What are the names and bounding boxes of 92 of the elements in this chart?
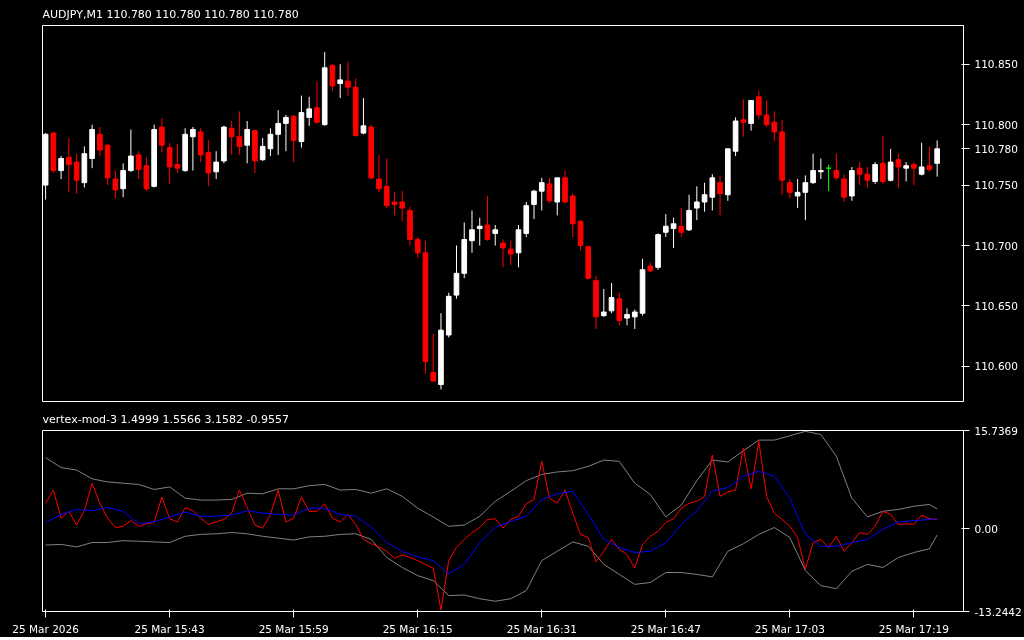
candlestick — [608, 282, 615, 314]
candlestick — [329, 63, 336, 92]
candlestick — [934, 139, 940, 178]
line-series — [45, 430, 938, 527]
candlestick — [802, 174, 809, 221]
y-tick-label: 110.600 — [974, 360, 1018, 373]
candlestick — [670, 217, 677, 249]
candlestick — [624, 307, 630, 326]
candlestick — [631, 309, 638, 330]
y-tick-label: 0.00 — [974, 522, 998, 535]
x-tick-label: 25 Mar 16:31 — [506, 622, 577, 635]
candlestick — [911, 161, 917, 186]
candlestick — [810, 153, 816, 185]
candlestick — [740, 98, 747, 138]
candlestick — [717, 174, 723, 216]
candlestick — [414, 236, 421, 259]
candlestick — [476, 217, 483, 247]
candlestick — [515, 224, 522, 268]
candlestick — [880, 135, 886, 185]
candlestick — [507, 240, 514, 266]
chart-title: vertex-mod-3 1.4999 1.5566 3.1582 -0.9557 — [42, 412, 289, 426]
candlestick — [538, 177, 545, 211]
candlestick — [818, 157, 824, 180]
candlestick — [453, 245, 460, 300]
y-tick-label: 15.7369 — [974, 424, 1018, 437]
candlestick — [360, 97, 367, 135]
chart-title: AUDJPY,M1 110.780 110.780 110.780 110.780 — [42, 7, 299, 21]
candlestick — [469, 209, 475, 254]
candlestick — [678, 207, 685, 238]
candlestick — [73, 153, 80, 195]
y-tick-label: 110.750 — [974, 179, 1018, 192]
candlestick — [159, 118, 165, 153]
y-tick-label: 110.850 — [974, 58, 1018, 71]
x-tick-label: 25 Mar 15:43 — [134, 622, 205, 635]
candlestick — [58, 155, 64, 180]
candlestick — [376, 154, 382, 193]
candlestick — [895, 153, 902, 189]
candlestick — [872, 161, 878, 185]
candlestick — [337, 63, 344, 99]
x-tick-label: 25 Mar 2026 — [12, 622, 80, 635]
candlestick — [120, 162, 126, 198]
x-tick-label: 25 Mar 15:59 — [258, 622, 329, 635]
candlestick — [66, 137, 72, 193]
x-tick-label: 25 Mar 16:47 — [630, 622, 701, 635]
candlestick — [841, 173, 847, 203]
candlestick — [918, 142, 925, 176]
candlestick — [314, 80, 320, 124]
candlestick — [856, 161, 863, 186]
candlestick — [97, 126, 103, 157]
candlestick — [306, 96, 313, 127]
candlestick — [430, 333, 437, 383]
y-tick-label: 110.780 — [974, 142, 1018, 155]
candlestick — [748, 99, 754, 132]
x-tick-label: 25 Mar 16:15 — [382, 622, 453, 635]
candlestick — [693, 185, 700, 221]
candlestick — [236, 110, 243, 156]
x-tick-label: 25 Mar 17:03 — [754, 622, 825, 635]
candlestick — [833, 153, 840, 181]
y-tick-label: 110.800 — [974, 118, 1018, 131]
candlestick — [244, 120, 250, 164]
candlestick — [228, 120, 235, 156]
line-series — [45, 470, 938, 575]
candlestick — [864, 166, 871, 189]
y-tick-label: -13.2442 — [974, 605, 1022, 618]
candlestick — [500, 238, 506, 268]
y-tick-label: 110.700 — [974, 239, 1018, 252]
candlestick — [794, 178, 801, 209]
y-tick-label: 110.650 — [974, 299, 1018, 312]
candlestick — [756, 90, 762, 120]
candlestick — [275, 109, 281, 156]
line-series — [45, 440, 938, 611]
candlestick — [787, 178, 793, 199]
line-series — [45, 527, 938, 602]
candlestick — [616, 292, 623, 326]
candlestick — [531, 189, 537, 220]
x-tick-label: 25 Mar 17:19 — [878, 622, 949, 635]
candlestick — [926, 145, 933, 173]
candlestick — [128, 128, 134, 173]
candlestick — [546, 177, 553, 204]
candlestick — [484, 195, 491, 242]
candlestick — [903, 161, 909, 182]
candlestick — [399, 190, 406, 222]
candlestick — [112, 170, 119, 199]
candlestick — [492, 224, 499, 247]
candlestick — [283, 114, 289, 152]
candlestick — [213, 150, 219, 180]
candlestick — [686, 194, 692, 232]
candlestick — [600, 288, 607, 318]
candlestick — [190, 126, 196, 172]
candlestick — [662, 213, 669, 238]
candlestick — [345, 61, 351, 97]
candlestick — [887, 148, 894, 182]
